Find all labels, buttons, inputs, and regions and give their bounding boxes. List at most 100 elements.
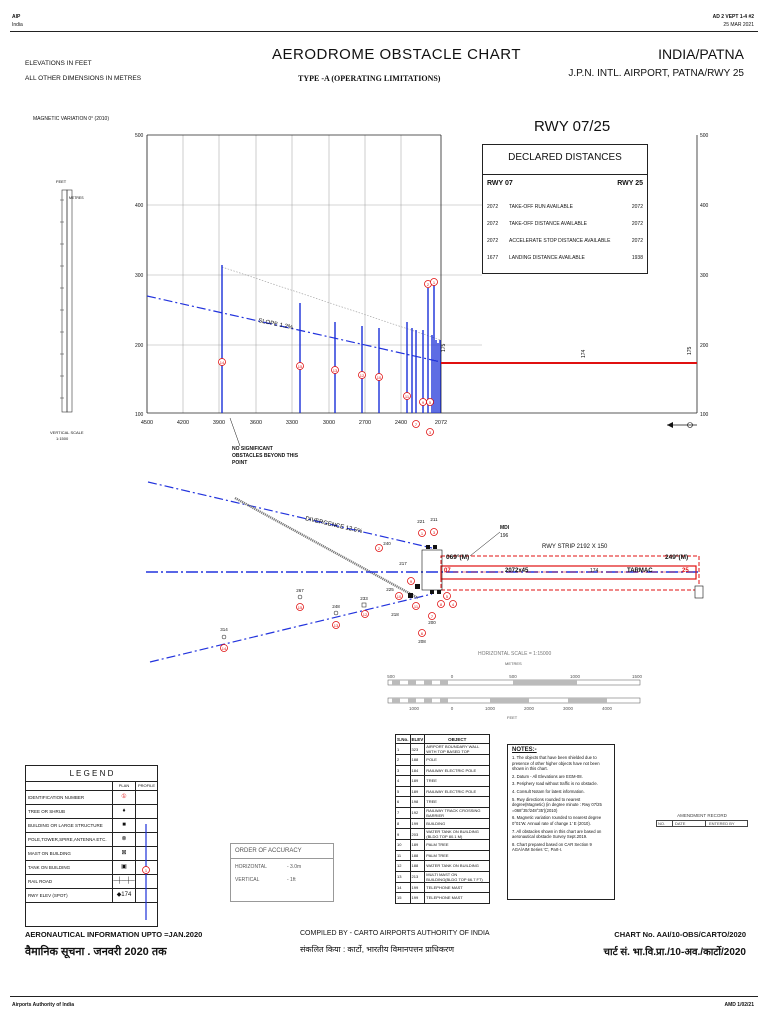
mdi-value: 196 [500,533,509,539]
amendment-col: NO. [657,821,673,826]
table-cell: 213 [409,870,426,883]
declared-rows: 2072 TAKE-OFF RUN AVAILABLE 2072 2072 TAKE-… [487,199,643,267]
table-row: 5 189 RAILWAY ELECTRIC POLE [395,785,491,797]
slope-line [146,295,442,363]
runway-outline [440,565,697,580]
svg-text:9: 9 [410,579,413,584]
table-cell: 188 [409,849,426,861]
elev-label: 175 [687,346,693,355]
strip-label: RWY STRIP 2192 X 150 [542,544,608,550]
declared-distances-table: DECLARED DISTANCES RWY 07 RWY 25 2072 TAK… [482,144,648,274]
elev-label: 175 [441,343,447,352]
table-row: 6 198 TREE [395,796,491,808]
x-tick: 2400 [395,420,407,426]
legend-row: IDENTIFICATION NUMBER ① [26,791,157,805]
declared-row: 2072 TAKE-OFF RUN AVAILABLE 2072 [487,204,643,210]
table-cell: 15 [395,892,411,904]
note-item: 6. Magnetic variation rounded to nearest… [512,815,602,826]
x-tick: 4500 [141,420,153,426]
spot-height: 225 [386,587,394,592]
accuracy-v-label: VERTICAL [235,877,260,883]
table-cell: WATER TANK ON BUILDING [424,860,491,872]
table-row: 13 213 MULTI MAST ON BUILDING(BLDG TOP 66.… [395,870,491,883]
svg-text:1: 1 [145,868,148,873]
legend-label: POLE,TOWER,SPIRE,ANTENNA ETC. [28,837,107,842]
legend-plan-symbol: ⊗ [112,833,135,846]
svg-text:14: 14 [220,360,225,365]
note-item: 3. Periphery road without traffic is no … [512,781,598,787]
table-header: ELEV [409,734,426,744]
accuracy-box: ORDER OF ACCURACY HORIZONTAL - 3.0m VERT… [230,843,334,902]
svg-text:10: 10 [377,375,382,380]
legend-plan-symbol: ① [112,791,135,804]
spot-height: 233 [360,596,368,601]
table-row: 8 199 BUILDING [395,817,491,829]
declared-col-left: RWY 07 [487,180,513,187]
y-tick-right: 200 [700,343,709,349]
feet-tick: 0 [451,706,454,711]
metre-tick: 1500 [632,674,643,679]
svg-text:11: 11 [414,604,419,609]
table-cell: 184 [409,764,426,776]
runway-surface: TARMAC [627,568,653,574]
chart-number-en: CHART No. AAI/10-OBS/CARTO/2020 [614,930,746,939]
x-tick: 3300 [286,420,298,426]
legend-plan-symbol: ─┼─┼─ [112,875,135,888]
svg-text:15: 15 [298,364,303,369]
table-cell: 3 [395,764,411,776]
accuracy-h-value: - 3.0m [287,864,302,870]
footer-publisher: Airports Authority of India [12,1002,75,1008]
table-cell: 10 [395,839,411,851]
table-cell: PALM TREE [424,839,491,851]
obstacle-table: S.No. ELEV OBJECT 1 323 AIRPORT BOUNDARY W… [395,734,491,904]
spot-height: 240 [383,541,391,546]
table-cell: 14 [395,881,411,893]
spot-height: 221 [417,519,425,524]
amendment-col: DATE [673,821,706,826]
svg-text:3: 3 [429,430,432,435]
notes-panel: NOTES:- 1. The objects that have been sh… [507,744,615,900]
table-cell: 323 [409,743,426,755]
magnetic-variation: MAGNETIC VARIATION 0° (2010) [33,116,109,122]
compiled-by-en: COMPILED BY - CARTO AIRPORTS AUTHORITY O… [300,930,490,937]
spot-height: 314 [220,627,228,632]
amendment-title: AMENDMENT RECORD [677,813,727,818]
mdi-label: MDI [500,525,510,531]
legend-row: RAIL ROAD ─┼─┼─ [26,875,157,889]
runway-title: RWY 07/25 [534,118,611,135]
spot-height: 248 [332,604,340,609]
airport-runway: J.P.N. INTL. AIRPORT, PATNA/RWY 25 [568,68,744,79]
svg-text:8: 8 [440,602,443,607]
legend-label: TREE OR SHRUB [28,809,66,814]
legend-col-plan: PLAN [112,782,135,790]
header-rule [10,31,758,32]
y-tick: 400 [135,203,144,209]
legend-label: MAST ON BUILDING [28,851,71,856]
vertical-scale-title: VERTICAL SCALE [50,430,84,435]
table-row: 15 199 TELEPHONE MAST [395,892,491,904]
svg-text:12: 12 [363,612,368,617]
table-cell: 7 [395,806,411,819]
units-line-1: ELEVATIONS IN FEET [25,60,92,67]
note-item: 7. All obstacles shown in this chart are… [512,828,602,840]
chart-subtitle: TYPE -A (OPERATING LIMITATIONS) [298,74,441,83]
legend-row: TANK ON BUILDING ▣ [26,861,157,875]
table-cell: 9 [395,828,411,840]
accuracy-h-label: HORIZONTAL [235,864,267,870]
footer-amendment: AMD 1/02/21 [724,1002,754,1008]
x-tick: 3000 [323,420,335,426]
metre-tick: 1000 [570,674,581,679]
svg-text:3: 3 [433,530,436,535]
svg-text:7: 7 [431,614,434,619]
table-cell: 199 [409,817,426,829]
x-tick: 3900 [213,420,225,426]
feet-tick: 1000 [485,706,496,711]
y-tick-right: 300 [700,273,709,279]
table-cell: 188 [409,860,426,872]
table-cell: TELEPHONE MAST [424,881,491,893]
notes-title: NOTES:- [512,747,537,753]
scale-feet-unit: FEET [507,715,518,720]
svg-text:15: 15 [298,605,303,610]
table-row: 12 188 WATER TANK ON BUILDING [395,860,491,872]
